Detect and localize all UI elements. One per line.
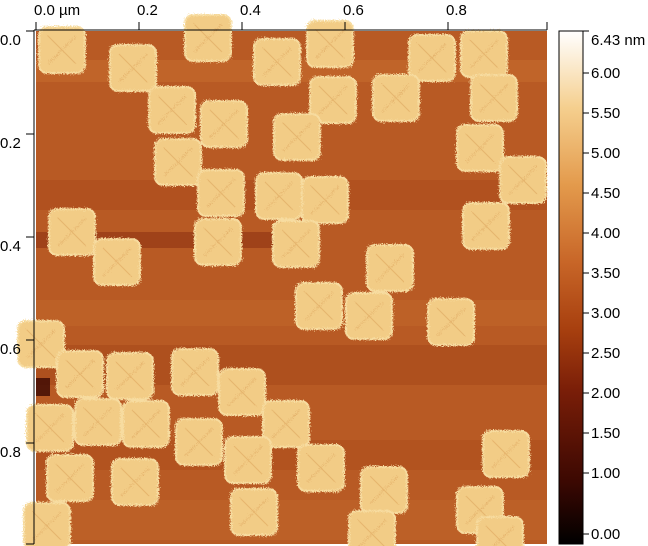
- colorbar-label: 4.00: [591, 225, 621, 242]
- island: [476, 516, 524, 546]
- y-tick-label: 0.4: [0, 238, 21, 255]
- y-ticks: [26, 30, 34, 545]
- island-texture: [282, 122, 312, 152]
- island-texture: [163, 147, 193, 177]
- island-texture: [57, 217, 87, 247]
- colorbar-label: 0.00: [591, 526, 621, 543]
- y-tick-label: 0.8: [0, 444, 21, 461]
- island-texture: [354, 301, 384, 331]
- colorbar-label: 5.00: [591, 145, 621, 162]
- island-texture: [417, 43, 447, 73]
- island: [348, 510, 396, 546]
- island-texture: [102, 247, 132, 277]
- island-texture: [491, 439, 521, 469]
- island-texture: [264, 181, 294, 211]
- colorbar-label: 2.00: [591, 385, 621, 402]
- island-texture: [271, 409, 301, 439]
- colorbar-label: 2.50: [591, 345, 621, 362]
- island-texture: [262, 47, 292, 77]
- island-texture: [318, 85, 348, 115]
- x-tick-label: 0.8: [446, 2, 467, 19]
- colorbar-label: 5.50: [591, 105, 621, 122]
- island-texture: [465, 133, 495, 163]
- colorbar-label: 1.00: [591, 465, 621, 482]
- colorbar-label: 6.00: [591, 65, 621, 82]
- colorbar-label: 3.50: [591, 265, 621, 282]
- island-texture: [310, 185, 340, 215]
- island-texture: [118, 53, 148, 83]
- island-texture: [157, 95, 187, 125]
- island-texture: [55, 463, 85, 493]
- scan-image: [17, 14, 547, 546]
- colorbar-label: 4.50: [591, 185, 621, 202]
- island-texture: [32, 511, 62, 541]
- island-texture: [375, 253, 405, 283]
- island-texture: [227, 377, 257, 407]
- island-texture: [306, 453, 336, 483]
- island-texture: [281, 229, 311, 259]
- island-texture: [381, 83, 411, 113]
- island-texture: [203, 227, 233, 257]
- island: [23, 502, 71, 546]
- island-texture: [184, 427, 214, 457]
- island-texture: [233, 445, 263, 475]
- island-texture: [131, 409, 161, 439]
- island-texture: [471, 211, 501, 241]
- island-texture: [508, 165, 538, 195]
- island-texture: [180, 357, 210, 387]
- x-tick-label: 0.0 µm: [34, 2, 81, 19]
- island-texture: [304, 291, 334, 321]
- islands: [17, 14, 547, 546]
- island-texture: [120, 467, 150, 497]
- x-tick-label: 0.4: [240, 2, 261, 19]
- island-texture: [26, 329, 56, 359]
- colorbar-ticks: [583, 30, 589, 535]
- island-texture: [35, 413, 65, 443]
- island-texture: [369, 475, 399, 505]
- colorbar-label: 3.00: [591, 305, 621, 322]
- island-texture: [83, 407, 113, 437]
- island-texture: [465, 495, 495, 525]
- island-texture: [47, 35, 77, 65]
- island-texture: [193, 23, 223, 53]
- colorbar: [558, 30, 584, 545]
- x-tick-label: 0.6: [343, 2, 364, 19]
- x-ticks: [35, 22, 548, 30]
- island-texture: [206, 178, 236, 208]
- island-texture: [469, 39, 499, 69]
- island-texture: [479, 83, 509, 113]
- island-texture: [65, 359, 95, 389]
- y-tick-label: 0.2: [0, 135, 21, 152]
- colorbar-label: 6.43 nm: [591, 32, 646, 49]
- y-tick-label: 0.0: [0, 32, 21, 49]
- island-texture: [359, 519, 387, 546]
- colorbar-label: 1.50: [591, 425, 621, 442]
- island-texture: [209, 109, 239, 139]
- island-texture: [436, 307, 466, 337]
- island-texture: [493, 525, 515, 546]
- x-tick-label: 0.2: [137, 2, 158, 19]
- island-texture: [239, 497, 269, 527]
- island-texture: [115, 361, 145, 391]
- y-tick-label: 0.6: [0, 341, 21, 358]
- island-texture: [315, 29, 345, 59]
